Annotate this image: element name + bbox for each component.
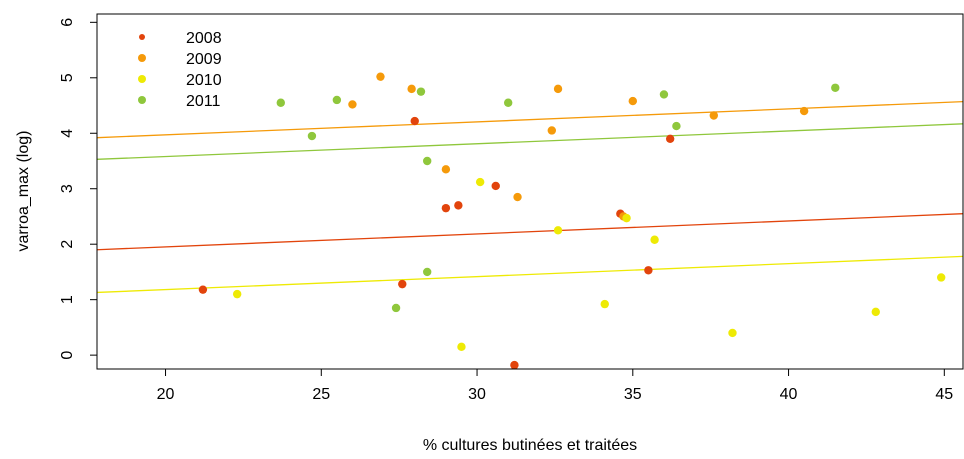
point-2009 <box>799 106 809 116</box>
legend-marker-2010 <box>138 75 146 83</box>
point-2010 <box>622 213 631 223</box>
point-2008 <box>491 181 500 191</box>
y-tick-label: 5 <box>59 73 76 82</box>
point-2010 <box>457 342 466 352</box>
x-tick-label: 45 <box>935 386 953 403</box>
trend-line-2010 <box>96 255 964 294</box>
legend-label-2011: 2011 <box>186 93 221 110</box>
y-tick-label: 4 <box>59 129 76 138</box>
point-2008 <box>454 201 463 210</box>
point-2010 <box>871 307 880 317</box>
legend-label-2009: 2009 <box>186 51 222 68</box>
point-2010 <box>232 289 242 299</box>
y-tick-label: 0 <box>59 351 76 360</box>
x-tick-label: 40 <box>780 386 798 403</box>
trend-line-2011 <box>96 123 964 160</box>
point-2010 <box>936 273 946 282</box>
legend-marker-2011 <box>138 96 146 104</box>
y-tick-label: 2 <box>59 240 76 249</box>
legend-label-2008: 2008 <box>186 30 222 47</box>
point-2009 <box>709 111 718 120</box>
legend-marker-2008 <box>139 34 145 40</box>
x-tick-label: 35 <box>624 386 642 403</box>
y-tick-label: 3 <box>59 184 76 193</box>
trend-lines <box>96 100 964 294</box>
point-2009 <box>547 126 557 135</box>
point-2010 <box>553 226 563 235</box>
point-2008 <box>410 116 419 126</box>
point-2011 <box>423 267 432 277</box>
point-2010 <box>728 328 737 338</box>
y-tick-label: 1 <box>59 295 76 304</box>
point-2009 <box>348 100 357 109</box>
x-tick-label: 30 <box>468 386 486 403</box>
x-tick-label: 20 <box>157 386 175 403</box>
y-axis-title: varroa_max (log) <box>15 131 32 252</box>
point-2008 <box>441 203 451 213</box>
point-2011 <box>672 121 681 131</box>
point-2011 <box>416 87 426 96</box>
point-2011 <box>332 95 342 105</box>
point-2008 <box>198 285 208 294</box>
point-2011 <box>276 98 285 107</box>
y-tick-label: 6 <box>59 18 76 27</box>
point-2011 <box>503 98 513 107</box>
point-2011 <box>307 131 317 141</box>
trend-line-2008 <box>96 213 964 251</box>
point-2009 <box>407 84 416 94</box>
point-2011 <box>391 303 401 313</box>
point-2009 <box>628 96 637 106</box>
point-2010 <box>650 235 659 244</box>
point-2010 <box>475 177 485 187</box>
legend: 2008 2009 2010 2011 <box>138 30 222 110</box>
point-2009 <box>376 72 385 81</box>
x-tick-label: 25 <box>312 386 330 403</box>
data-points <box>198 72 946 370</box>
x-axis: 20 25 30 35 40 45 <box>157 369 953 403</box>
point-2008 <box>665 134 675 144</box>
y-axis: 0 1 2 3 4 5 6 <box>59 18 97 360</box>
x-axis-title: % cultures butinées et traitées <box>423 437 637 454</box>
legend-label-2010: 2010 <box>186 72 222 89</box>
trend-line-2009 <box>96 100 964 139</box>
legend-marker-2009 <box>138 54 146 62</box>
point-2008 <box>510 360 519 370</box>
point-2011 <box>659 90 669 99</box>
point-2009 <box>553 84 563 94</box>
point-2011 <box>423 156 432 166</box>
point-2010 <box>600 299 609 309</box>
plot-frame <box>96 13 964 370</box>
point-2008 <box>644 266 653 275</box>
point-2009 <box>441 165 451 174</box>
point-2009 <box>513 192 522 202</box>
point-2008 <box>398 279 407 289</box>
point-2011 <box>831 83 840 92</box>
